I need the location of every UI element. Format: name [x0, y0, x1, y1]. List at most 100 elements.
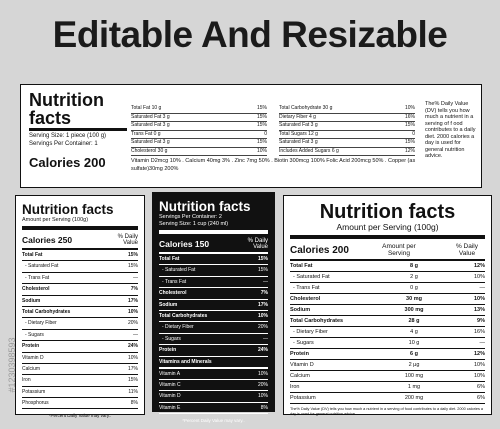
nutrient-row: - Saturated Fat 15% — [22, 261, 138, 273]
nutrient-row: Trans Fat 0 g 0 — [131, 130, 267, 139]
nutrient-row: Potassium 11% — [22, 387, 138, 399]
nutrient-name: Sodium — [159, 301, 178, 308]
dv-value: 15% — [257, 256, 268, 262]
serving-size: Serving Size: 1 cup (240 ml) — [159, 221, 229, 227]
nutrient-row: Vitamin D 10% — [22, 353, 138, 364]
dv-value: 10% — [257, 312, 268, 319]
dv-value: 24% — [257, 347, 268, 354]
nutrient-name: - Saturated Fat — [25, 263, 59, 270]
nutrient-name: Cholesterol — [22, 286, 50, 293]
nutrient-name: Protein — [290, 351, 309, 357]
dv-value: 20% — [127, 320, 138, 327]
nutrient-name: - Dietary Fiber — [293, 329, 328, 335]
nutrient-row: Vitamin A 10% — [159, 369, 268, 380]
dv-value: 10% — [404, 105, 415, 111]
nutrient-name: Dietary Fiber 4 g — [279, 113, 316, 120]
dv-value: 15% — [404, 122, 415, 128]
label-title: Nutrition facts — [319, 201, 456, 223]
nutrient-row: Total Fat 15% — [22, 250, 138, 262]
nutrient-name: - Sugars — [162, 335, 181, 342]
dv-value: — — [479, 285, 486, 291]
dv-value: 8% — [260, 404, 268, 411]
dv-value: — — [263, 335, 268, 342]
dv-value: 17% — [257, 301, 268, 308]
nutrient-name: Trans Fat 0 g — [131, 130, 161, 137]
nutrient-name: Saturated Fat 3 g — [279, 122, 318, 128]
dv-value: 11% — [128, 388, 138, 395]
nutrient-row: - Saturated Fat 15% — [159, 265, 268, 277]
label-title: Nutrition facts — [22, 202, 114, 217]
nutrient-name: - Trans Fat — [162, 278, 187, 285]
nutrient-name: Saturated Fat 3 g — [131, 113, 170, 120]
nutrient-row: Calcium 17% — [22, 364, 138, 376]
nutrient-row: Total Fat 15% — [159, 254, 268, 266]
nutrient-name: Total Fat — [290, 263, 313, 269]
nutrient-row: - Trans Fat — — [159, 277, 268, 289]
nutrient-row: Saturated Fat 3 g 15% — [279, 122, 415, 131]
nutrient-name: Cholesterol 30 g — [131, 147, 168, 154]
dv-value: 15% — [256, 139, 267, 145]
footer: *Percent Daily Value may vary.. — [48, 413, 112, 419]
dv-value: 20% — [257, 381, 268, 388]
nutrient-name: Cholesterol — [290, 296, 321, 302]
nutrient-row: - Dietary Fiber 20% — [22, 318, 138, 330]
dv-value: 6% — [477, 395, 485, 401]
nutrient-column: Total Carbohydrate 30 g 10% Dietary Fiber … — [279, 105, 415, 156]
dv-header: % Daily Value — [455, 243, 479, 257]
label-black: Nutrition facts Servings Per Container: … — [152, 192, 275, 423]
rows: Vitamin A 10% Vitamin C 20% Vitamin D 10% Vita… — [159, 369, 268, 415]
nutrient-row: Includes Added Sugars 6 g 12% — [279, 147, 415, 156]
nutrient-name: Cholesterol — [159, 290, 187, 297]
dv-value: 16% — [404, 113, 415, 120]
nutrient-name: Calcium — [22, 365, 41, 372]
section-header: Vitamins and Minerals — [159, 357, 268, 369]
amount: 200 mg — [404, 395, 424, 401]
nutrient-row: - Sugars — — [22, 330, 138, 342]
footer: The% Daily Value (DV) tells you how much… — [290, 407, 484, 416]
dv-value: 10% — [127, 354, 138, 361]
dv-value: 0 — [412, 130, 415, 137]
nutrient-name: Potassium — [290, 395, 316, 401]
nutrient-name: - Sugars — [293, 340, 314, 346]
nutrient-name: Vitamin D — [290, 362, 314, 368]
nutrient-name: Calcium — [290, 373, 310, 379]
nutrient-row: Total Carbohydrates 10% — [22, 307, 138, 319]
nutrient-row: Vitamin D 10% — [159, 391, 268, 403]
footer: *Percent Daily Value may vary.. — [182, 418, 245, 424]
calories: Calories 200 — [29, 155, 106, 170]
dv-value: 15% — [257, 267, 268, 274]
nutrient-name: Saturated Fat 3 g — [131, 122, 170, 128]
nutrient-row: Vitamin D 2 µg 10% — [290, 360, 485, 371]
calories: Calories 250 — [22, 235, 73, 245]
nutrient-row: Protein 24% — [22, 341, 138, 353]
nutrient-row: Total Sugars 12 g 0 — [279, 130, 415, 139]
nutrient-name: Vitamin D — [22, 354, 44, 361]
nutrient-name: Total Carbohydrates — [159, 312, 208, 319]
nutrient-name: Total Sugars 12 g — [279, 130, 318, 137]
nutrient-name: Saturated Fat 3 g — [131, 139, 170, 145]
dv-header: % Daily Value — [247, 238, 268, 250]
amount: 28 g — [408, 318, 420, 324]
dv-value: 7% — [260, 290, 268, 297]
nutrient-row: Phosphorus 8% — [22, 398, 138, 410]
subtitle: Amount per Serving (100g) — [22, 217, 89, 223]
dv-value: 10% — [256, 147, 267, 154]
nutrient-row: Cholesterol 30 mg 10% — [290, 294, 485, 305]
nutrient-name: - Saturated Fat — [293, 274, 330, 280]
calories: Calories 150 — [159, 239, 210, 249]
rows: Total Fat 15% - Saturated Fat 15% - Trans Fa… — [159, 254, 268, 357]
subtitle: Amount per Serving (100g) — [336, 222, 439, 232]
nutrient-row: Vitamin E 8% — [159, 403, 268, 415]
nutrient-name: Protein — [22, 343, 40, 350]
dv-value: 16% — [473, 329, 485, 335]
dv-value: 10% — [473, 274, 485, 280]
dv-value: 10% — [257, 370, 268, 377]
dv-value: 15% — [127, 377, 138, 384]
dv-value: 12% — [473, 263, 485, 269]
dv-value: 12% — [404, 147, 415, 154]
dv-value: 17% — [127, 365, 138, 372]
nutrient-name: Total Fat — [159, 256, 180, 262]
vitamins: Vitamin D2mcg 10% . Calcium 40mg 3% . Zi… — [131, 158, 416, 172]
dv-value: 10% — [127, 308, 138, 315]
